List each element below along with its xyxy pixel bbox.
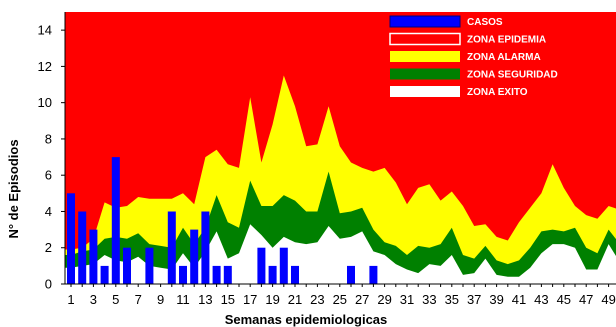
x-tick-label: 37 xyxy=(467,292,481,307)
case-bar xyxy=(257,247,266,284)
y-tick-label: 14 xyxy=(38,23,52,38)
x-tick-label: 49 xyxy=(601,292,615,307)
x-tick-label: 47 xyxy=(579,292,593,307)
case-bar xyxy=(67,193,75,284)
x-tick-label: 21 xyxy=(288,292,302,307)
case-bars xyxy=(67,157,378,284)
legend-swatch-zona-exito xyxy=(390,86,460,97)
x-tick-label: 45 xyxy=(557,292,571,307)
x-tick-label: 17 xyxy=(243,292,257,307)
case-bar xyxy=(268,265,277,284)
case-bar xyxy=(145,247,154,284)
x-tick-label: 15 xyxy=(221,292,235,307)
x-tick-label: 35 xyxy=(445,292,459,307)
x-tick-label: 1 xyxy=(67,292,74,307)
x-tick-label: 3 xyxy=(90,292,97,307)
x-axis-title: Semanas epidemiologicas xyxy=(225,312,388,327)
case-bar xyxy=(89,229,98,284)
x-tick-label: 27 xyxy=(355,292,369,307)
case-bar xyxy=(347,265,355,284)
y-tick-label: 4 xyxy=(45,204,52,219)
legend-label-zona-exito: ZONA EXITO xyxy=(467,87,528,98)
case-bar xyxy=(201,211,210,284)
x-tick-label: 13 xyxy=(198,292,212,307)
case-bar xyxy=(369,265,378,284)
case-bar xyxy=(100,265,109,284)
y-axis-title: N° de Episodios xyxy=(6,139,21,238)
case-bar xyxy=(167,211,176,284)
x-tick-label: 19 xyxy=(265,292,279,307)
y-tick-label: 12 xyxy=(38,59,52,74)
case-bar xyxy=(212,265,221,284)
legend-label-zona-seguridad: ZONA SEGURIDAD xyxy=(467,70,558,81)
case-bar xyxy=(123,247,131,284)
x-tick-label: 43 xyxy=(534,292,548,307)
case-bar xyxy=(179,265,187,284)
x-tick-label: 41 xyxy=(512,292,526,307)
x-tick-label: 31 xyxy=(400,292,414,307)
x-tick-label: 9 xyxy=(157,292,164,307)
case-bar xyxy=(291,265,299,284)
legend-swatch-zona-seguridad xyxy=(390,68,460,80)
legend-swatch-zona-epidemia xyxy=(389,32,461,46)
case-bar xyxy=(78,211,87,284)
x-tick-label: 39 xyxy=(489,292,503,307)
x-tick-label: 5 xyxy=(112,292,119,307)
y-tick-label: 6 xyxy=(45,168,52,183)
case-bar xyxy=(111,157,120,284)
case-bar xyxy=(223,265,232,284)
legend-label-casos: CASOS xyxy=(467,17,503,28)
case-bar xyxy=(190,229,199,284)
x-tick-label: 33 xyxy=(422,292,436,307)
y-tick-label: 2 xyxy=(45,240,52,255)
case-bar xyxy=(279,247,288,284)
legend-swatch-zona-alarma xyxy=(390,51,460,62)
legend: CASOS ZONA EPIDEMIA ZONA ALARMA ZONA SEGURI… xyxy=(389,15,558,98)
y-tick-label: 10 xyxy=(38,95,52,110)
legend-swatch-casos xyxy=(389,15,461,28)
x-tick-label: 11 xyxy=(176,292,190,307)
legend-label-zona-epidemia: ZONA EPIDEMIA xyxy=(467,35,546,46)
x-tick-label: 23 xyxy=(310,292,324,307)
y-tick-label: 0 xyxy=(45,277,52,292)
y-tick-label: 8 xyxy=(45,131,52,146)
x-tick-label: 29 xyxy=(377,292,391,307)
x-tick-label: 7 xyxy=(135,292,142,307)
legend-label-zona-alarma: ZONA ALARMA xyxy=(467,52,541,63)
x-tick-label: 25 xyxy=(333,292,347,307)
